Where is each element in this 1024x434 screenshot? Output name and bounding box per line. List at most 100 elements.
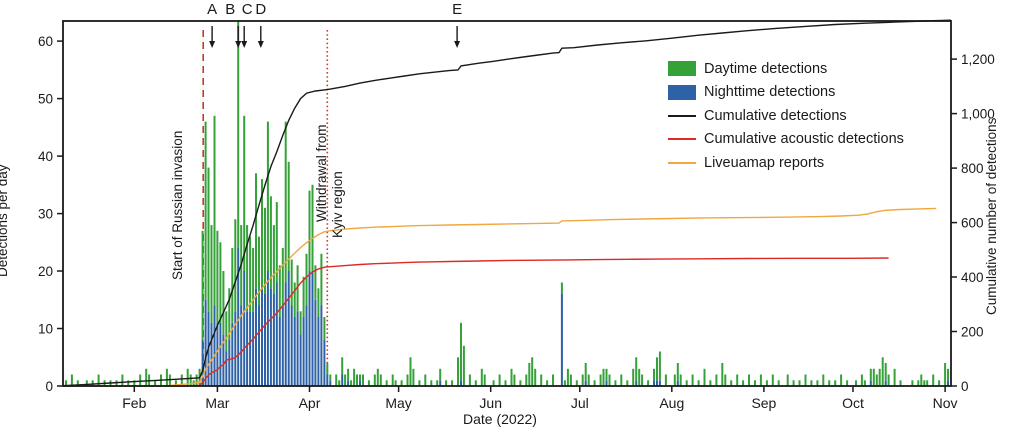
nighttime-bar [653,380,655,386]
legend-swatch [668,84,696,100]
daytime-bar [296,265,299,312]
daytime-bar [391,374,394,386]
daytime-bar [513,374,516,386]
daytime-bar [872,368,875,386]
y-left-tick-label: 50 [38,91,53,106]
daytime-bar [302,276,305,317]
daytime-bar [234,219,237,312]
daytime-bar [219,242,222,323]
daytime-bar [869,368,872,381]
daytime-bar [320,253,323,306]
x-tick-label: May [385,395,411,411]
nighttime-bar [347,380,350,386]
daytime-bar [664,374,667,386]
nighttime-bar [240,305,243,386]
arrow-down-icon [241,41,248,48]
daytime-bar [127,380,130,386]
nighttime-bar [237,248,240,386]
nighttime-bar [947,380,949,386]
daytime-bar [765,380,768,386]
nighttime-bar [225,351,228,386]
daytime-bar [287,161,290,271]
y-left-axis-title: Detections per day [0,164,10,277]
legend-item: Cumulative acoustic detections [668,128,904,152]
kyiv-withdrawal-label-line2: Kyiv region [330,171,345,238]
daytime-bar [566,368,569,386]
nighttime-bar [869,380,872,386]
nighttime-bar [255,288,257,386]
nighttime-bar [296,311,299,386]
daytime-bar [834,380,837,386]
daytime-bar [249,236,252,312]
daytime-bar [608,374,611,386]
x-tick-label: Aug [659,395,684,411]
x-tick-label: Sep [751,395,776,411]
daytime-bar [605,368,608,381]
daytime-bar [293,282,296,317]
line-liveuamap-reports [169,207,937,387]
legend-line-marker [668,138,696,141]
daytime-bar [139,374,142,386]
event-letter: B [225,1,235,18]
kyiv-withdrawal-label-line1: Withdrawal from [314,124,329,222]
y-right-tick-label: 1,200 [961,52,995,67]
legend-item: Liveuamap reports [668,151,904,175]
daytime-bar [528,363,531,386]
daytime-bar [828,380,831,386]
daytime-bar [207,167,210,312]
daytime-bar [439,368,442,381]
daytime-bar [798,380,801,386]
nighttime-bar [299,334,302,386]
daytime-bar [145,368,148,386]
nighttime-bar [216,322,219,386]
daytime-bar [91,380,94,386]
event-letter: E [452,1,462,18]
daytime-bar [498,374,501,386]
daytime-bar [792,380,795,386]
daytime-bar [225,311,228,352]
daytime-bar [376,368,379,386]
daytime-bar [409,357,412,386]
daytime-bar [353,368,356,386]
daytime-bar [736,374,739,386]
daytime-bar [255,173,257,289]
daytime-bar [887,374,890,386]
daytime-bar [228,288,231,340]
daytime-bar [278,265,281,317]
daytime-bar [76,380,79,386]
daytime-bar [275,202,278,283]
daytime-bar [691,374,694,386]
nighttime-bar [341,374,344,386]
daytime-bar [281,248,284,306]
nighttime-bar [293,317,296,386]
daytime-bar [810,380,813,386]
x-tick-label: Jun [479,395,502,411]
nighttime-bar [676,380,679,386]
x-tick-label: Mar [205,395,229,411]
daytime-bar [635,357,638,381]
daytime-bar [394,380,397,386]
daytime-bar [742,380,745,386]
legend-item-label: Cumulative detections [704,107,847,124]
daytime-bar [492,380,495,386]
daytime-bar [531,357,534,386]
daytime-bar [400,380,403,386]
nighttime-bar [326,374,329,386]
daytime-bar [899,380,902,386]
daytime-bar [923,380,926,386]
y-right-tick-label: 200 [961,324,984,339]
x-tick-label: Apr [299,395,321,411]
daytime-bar [347,368,350,381]
nighttime-bar [210,322,213,386]
nighttime-bar [219,322,222,386]
x-tick-label: Oct [842,395,864,411]
daytime-bar [284,121,287,283]
nighttime-bar [305,305,308,386]
nighttime-bar [201,340,204,386]
daytime-bar [715,374,718,386]
daytime-bar [658,351,661,381]
daytime-bar [703,368,706,386]
daytime-bar [210,225,213,323]
nighttime-bar [584,380,587,386]
